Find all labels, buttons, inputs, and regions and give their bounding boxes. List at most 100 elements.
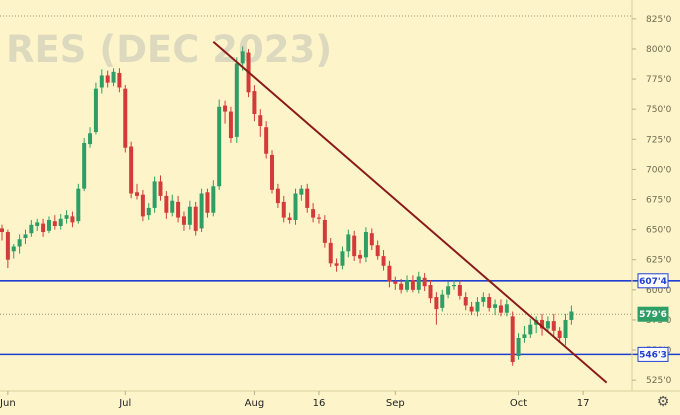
candle (140, 189, 145, 222)
candle-body (88, 133, 93, 145)
x-tick-label: Jul (118, 398, 131, 409)
candle-body (17, 239, 22, 247)
candle-body (516, 338, 521, 357)
candle-body (498, 305, 503, 313)
candle (252, 85, 257, 122)
candle (111, 68, 116, 87)
candle-body (358, 254, 363, 259)
candle (545, 316, 550, 332)
candle (434, 292, 439, 325)
x-tick-label: Oct (510, 398, 527, 409)
candle-body (5, 232, 10, 260)
candle (358, 250, 363, 264)
candle (440, 289, 445, 312)
candle (181, 211, 186, 231)
y-tick-label: 825'0 (646, 15, 672, 25)
price-label-value: 546'3 (639, 350, 667, 360)
candle-body (158, 181, 163, 196)
y-tick-label: 775'0 (646, 75, 672, 85)
candle (187, 200, 192, 230)
candle (41, 218, 46, 237)
candle (152, 176, 157, 213)
candle (399, 278, 404, 294)
candle-body (551, 321, 556, 331)
candle (170, 194, 175, 217)
candle (17, 234, 22, 254)
candle (88, 127, 93, 148)
candle (410, 275, 415, 293)
candle (369, 228, 374, 251)
candle (82, 138, 87, 192)
candle (270, 150, 275, 194)
candle (569, 305, 574, 325)
candle-body (35, 222, 40, 226)
price-label-value: 607'4 (639, 277, 667, 287)
candle-body (557, 330, 562, 339)
candle-body (322, 219, 327, 243)
candle (217, 99, 222, 190)
candle-body (481, 297, 486, 302)
candle (311, 203, 316, 223)
candle-body (328, 242, 333, 264)
candle (540, 313, 545, 336)
candle-body (164, 195, 169, 213)
candle (211, 180, 216, 217)
chart-settings-button[interactable]: ⚙ (652, 393, 674, 411)
candle (223, 100, 228, 124)
y-tick-label: 725'0 (646, 135, 672, 145)
candle (129, 141, 134, 199)
candle (52, 215, 57, 230)
candle-body (469, 306, 474, 312)
candle (146, 203, 151, 220)
candle-body (258, 115, 263, 127)
candle (117, 68, 122, 93)
candle (46, 216, 51, 234)
candle (205, 188, 210, 218)
candle-body (176, 201, 181, 218)
candle-body (299, 188, 304, 195)
candle-body (146, 207, 151, 216)
candle (287, 212, 292, 224)
candle-body (363, 232, 368, 258)
candle (316, 213, 321, 224)
candle (469, 301, 474, 316)
candle (481, 292, 486, 307)
candle (158, 175, 163, 201)
candle (176, 195, 181, 223)
candle-body (217, 106, 222, 187)
candle (522, 325, 527, 343)
candle-body (522, 334, 527, 339)
candle (393, 276, 398, 290)
candle-body (52, 221, 57, 226)
candle (76, 183, 81, 224)
candle (363, 227, 368, 263)
candle-body (129, 146, 134, 194)
candle (105, 70, 110, 88)
candle (281, 195, 286, 223)
candle-body (211, 186, 216, 213)
candle (299, 185, 304, 201)
candle (352, 230, 357, 261)
candle (258, 109, 263, 137)
candle-body (76, 188, 81, 222)
candle-body (111, 71, 116, 83)
candle (99, 69, 104, 94)
candle (405, 275, 410, 293)
candle (463, 292, 468, 311)
candle-body (64, 215, 69, 219)
candle-body (434, 297, 439, 310)
candle-body (41, 223, 46, 233)
candle (23, 229, 28, 245)
candle-body (510, 316, 515, 363)
candle (340, 246, 345, 270)
candle (504, 299, 509, 317)
candle-body (181, 216, 186, 225)
candle (487, 293, 492, 312)
y-tick-label: 650'0 (646, 226, 672, 236)
candle-body (463, 297, 468, 306)
price-label-box (637, 346, 669, 362)
candle-body (316, 217, 321, 219)
x-tick-label: Aug (245, 398, 265, 409)
